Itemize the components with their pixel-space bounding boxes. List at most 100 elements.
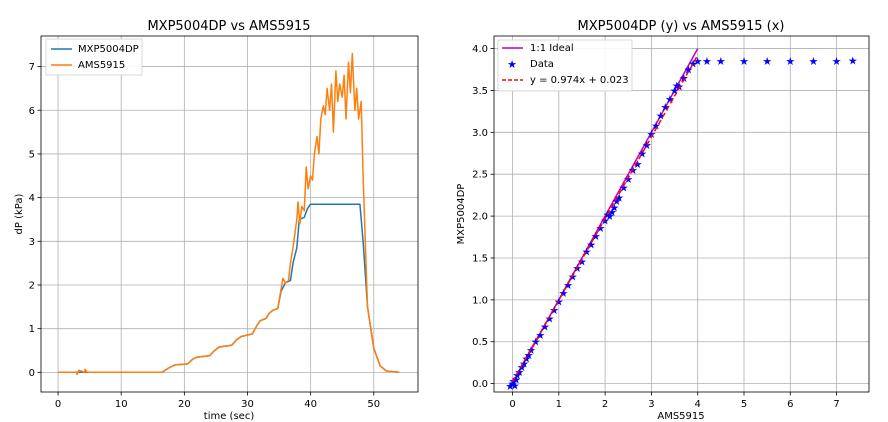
y-tick-label: 7 (29, 62, 35, 73)
x-tick-label: 0 (509, 399, 515, 410)
legend-label-fit: y = 0.974x + 0.023 (530, 75, 629, 86)
data-point-star-icon: ★ (651, 120, 661, 133)
data-point-star-icon: ★ (785, 55, 795, 68)
data-point-star-icon: ★ (619, 182, 629, 195)
data-point-star-icon: ★ (602, 208, 612, 221)
plot-frame (493, 35, 870, 393)
y-tick-label: 3.0 (472, 128, 488, 139)
time-series-chart: MXP5004DP vs AMS5915 0 10 20 30 40 50 0 1 2 3 4 5 6… (14, 19, 419, 422)
data-point-star-icon: ★ (591, 230, 601, 243)
x-tick-label: 4 (695, 399, 701, 410)
data-point-star-icon: ★ (549, 304, 559, 317)
data-point-star-icon: ★ (832, 55, 842, 68)
data-point-star-icon: ★ (623, 173, 633, 186)
legend-label-mxp5004dp: MXP5004DP (78, 44, 139, 55)
series-line-y-0-974x-0-023 (511, 54, 699, 383)
x-tick-label: 40 (304, 399, 317, 410)
data-point-star-icon: ★ (672, 79, 682, 92)
plot-area (58, 52, 400, 376)
data-point-star-icon: ★ (508, 378, 518, 391)
data-point-star-icon: ★ (509, 375, 519, 388)
data-point-star-icon: ★ (540, 321, 550, 334)
data-point-star-icon: ★ (554, 296, 564, 309)
series-line-ams5915 (58, 52, 400, 376)
chart-title: MXP5004DP (y) vs AMS5915 (x) (577, 19, 784, 34)
data-point-star-icon: ★ (535, 329, 545, 342)
data-point-star-icon: ★ (656, 110, 666, 123)
x-axis-label: AMS5915 (657, 411, 704, 422)
y-tick-label: 3 (29, 237, 35, 248)
y-tick-label: 2.5 (472, 170, 488, 181)
x-tick-label: 20 (178, 399, 191, 410)
data-point-star-icon: ★ (586, 239, 596, 252)
data-point-star-icon: ★ (605, 210, 615, 223)
data-point-star-icon: ★ (607, 206, 617, 219)
data-point-star-icon: ★ (688, 58, 698, 71)
legend-box (45, 38, 143, 76)
x-tick-label: 7 (833, 399, 839, 410)
data-point-star-icon: ★ (519, 358, 529, 371)
y-tick-label: 6 (29, 106, 35, 117)
data-point-star-icon: ★ (739, 55, 749, 68)
plot-area: ★★★★★★★★★★★★★★★★★★★★★★★★★★★★★★★★★★★★★★★★… (505, 48, 858, 392)
data-point-star-icon: ★ (646, 128, 656, 141)
data-point-star-icon: ★ (531, 336, 541, 349)
data-point-star-icon: ★ (524, 349, 534, 362)
x-tick-label: 10 (115, 399, 128, 410)
series-layer: ★★★★★★★★★★★★★★★★★★★★★★★★★★★★★★★★★★★★★★★★… (505, 48, 858, 392)
x-tick-label: 3 (648, 399, 654, 410)
x-tick-label: 50 (367, 399, 380, 410)
data-point-star-icon: ★ (600, 214, 610, 227)
y-tick-label: 0.5 (472, 337, 488, 348)
y-tick-label: 0.0 (472, 379, 488, 390)
x-tick-label: 2 (602, 399, 608, 410)
data-point-star-icon: ★ (702, 55, 712, 68)
legend-label-ideal: 1:1 Ideal (530, 43, 574, 54)
data-point-star-icon: ★ (609, 202, 619, 215)
x-tick-label: 1 (556, 399, 562, 410)
x-axis-ticks: 0 10 20 30 40 50 (55, 392, 380, 410)
y-axis-ticks: 0.0 0.5 1.0 1.5 2.0 2.5 3.0 3.5 4.0 (472, 44, 494, 390)
y-axis-label: MXP5004DP (456, 184, 467, 245)
x-axis-ticks: 0 1 2 3 4 5 6 7 (509, 392, 840, 410)
y-tick-label: 1.5 (472, 253, 488, 264)
data-point-star-icon: ★ (848, 54, 858, 67)
y-tick-label: 5 (29, 149, 35, 160)
series-line-mxp5004dp (58, 203, 400, 374)
legend: MXP5004DP AMS5915 (45, 38, 143, 76)
y-tick-label: 4 (29, 193, 35, 204)
y-tick-label: 1.0 (472, 295, 488, 306)
data-point-star-icon: ★ (511, 373, 521, 386)
data-point-star-icon: ★ (512, 369, 522, 382)
data-point-star-icon: ★ (563, 279, 573, 292)
data-point-star-icon: ★ (660, 101, 670, 114)
y-tick-label: 2.0 (472, 212, 488, 223)
grid (494, 36, 869, 392)
data-point-star-icon: ★ (515, 366, 525, 379)
y-axis-label: dP (kPa) (14, 193, 25, 234)
data-point-star-icon: ★ (526, 344, 536, 357)
x-axis-label: time (sec) (204, 411, 255, 422)
data-point-star-icon: ★ (670, 84, 680, 97)
data-point-star-icon: ★ (642, 139, 652, 152)
data-point-star-icon: ★ (612, 195, 622, 208)
y-tick-label: 2 (29, 280, 35, 291)
legend-label-ams5915: AMS5915 (78, 60, 125, 71)
x-tick-label: 5 (741, 399, 747, 410)
x-tick-label: 0 (55, 399, 61, 410)
data-point-star-icon: ★ (596, 222, 606, 235)
data-point-star-icon: ★ (614, 192, 624, 205)
y-tick-label: 0 (29, 368, 35, 379)
legend-swatch-data-star-icon: ★ (507, 58, 517, 71)
series-layer (58, 52, 400, 376)
data-point-star-icon: ★ (684, 64, 694, 77)
series-line-1-1-ideal (511, 48, 699, 384)
data-point-star-icon: ★ (577, 255, 587, 268)
legend-label-data: Data (530, 59, 554, 70)
data-point-star-icon: ★ (545, 312, 555, 325)
data-point-star-icon: ★ (809, 55, 819, 68)
data-point-star-icon: ★ (559, 287, 569, 300)
data-point-star-icon: ★ (510, 379, 520, 392)
chart-title: MXP5004DP vs AMS5915 (147, 19, 310, 34)
